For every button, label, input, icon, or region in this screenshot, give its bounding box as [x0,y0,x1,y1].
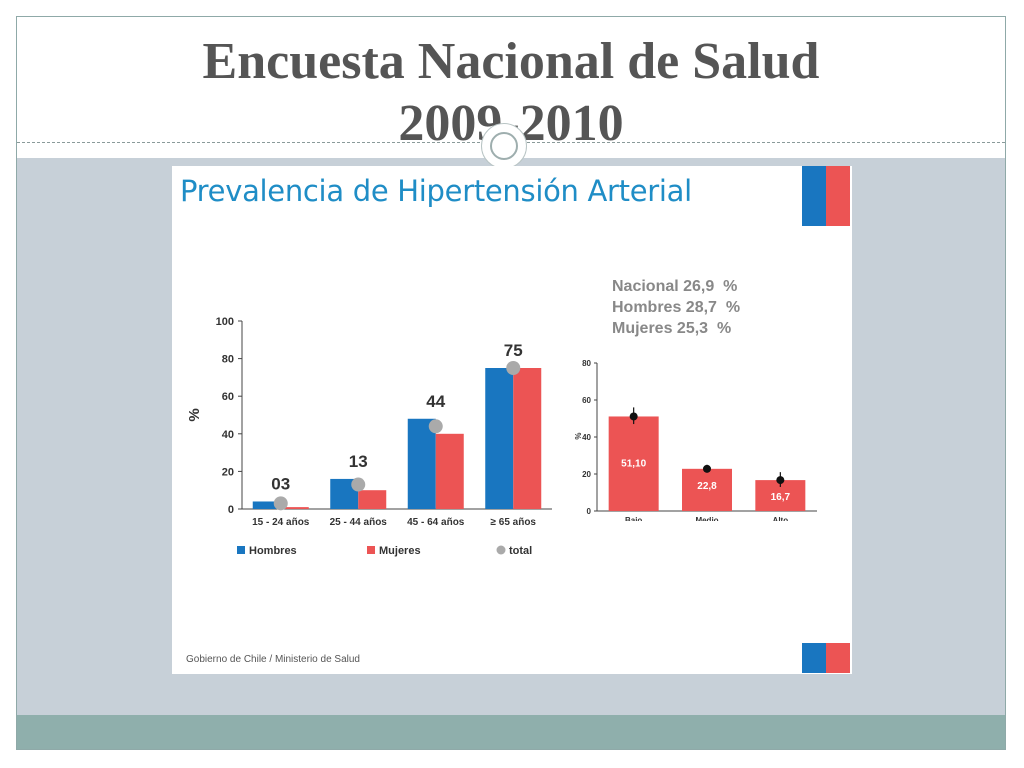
data-label: 13 [349,452,368,471]
data-label: 16,7 [771,492,791,503]
title-area: Encuesta Nacional de Salud 2009-2010 [17,17,1005,169]
level-bar-chart: 0 20 40 60 80% 51,10 Bajo 22,8 Medio 16,7 Alto [574,359,817,521]
point-total [351,477,366,492]
y-axis-label: % [574,432,583,439]
chart-panel: Prevalencia de Hipertensión Arterial Nac… [172,166,852,674]
point-estimate [703,464,711,473]
x-tick-label: Alto [773,516,789,521]
y-tick-label: 80 [582,359,591,368]
prevalence-summary: Nacional 26,9 % Hombres 28,7 % Mujeres 2… [612,276,740,339]
y-tick-label: 100 [216,316,234,328]
bar-mujeres [435,433,464,509]
stat-nacional: Nacional 26,9 % [612,278,738,295]
x-tick-label: ≥ 65 años [490,517,536,528]
chile-flag-icon [802,643,850,673]
y-tick-label: 0 [587,507,592,516]
data-label: 75 [504,341,523,360]
age-group-bar-chart: 0 20 40 60 80 100% 03 15 - 24 años 13 25 - 44 año… [186,316,552,557]
title-ornament-icon [481,123,527,169]
y-tick-label: 20 [222,466,234,478]
bar-hombres [485,368,514,509]
x-tick-label: 15 - 24 años [252,517,310,528]
legend-label: total [509,545,532,557]
panel-footer: Gobierno de Chile / Ministerio de Salud [186,654,360,665]
bar-level [682,468,732,511]
legend-label: Mujeres [379,545,421,557]
slide-title-line1: Encuesta Nacional de Salud [202,33,820,90]
bar-mujeres [358,490,387,509]
y-tick-label: 20 [582,470,591,479]
bar-hombres [407,418,436,509]
bottom-band [17,715,1005,749]
point-estimate [776,476,785,485]
y-tick-label: 60 [582,396,591,405]
bar-mujeres [280,507,309,509]
legend-swatch-mujeres [367,546,375,554]
x-tick-label: 45 - 64 años [407,517,465,528]
bar-level [608,416,659,511]
y-tick-label: 60 [222,391,234,403]
data-label: 22,8 [697,481,717,492]
panel-title: Prevalencia de Hipertensión Arterial [180,174,692,208]
data-label: 03 [271,474,290,493]
y-axis-label: % [186,408,203,421]
bar-mujeres [513,368,542,509]
data-label: 51,10 [621,458,646,469]
x-tick-label: Medio [695,516,718,521]
x-tick-label: Bajo [625,516,642,521]
x-tick-label: 25 - 44 años [330,517,388,528]
stat-mujeres: Mujeres 25,3 % [612,320,732,337]
y-tick-label: 40 [582,433,591,442]
y-tick-label: 80 [222,354,234,366]
legend-swatch-hombres [237,546,245,554]
legend-swatch-total [496,545,506,555]
point-total [506,361,521,375]
y-tick-label: 0 [228,504,234,516]
bar-hombres [252,501,281,509]
point-estimate [629,412,638,421]
chile-flag-icon [802,166,850,226]
stat-hombres: Hombres 28,7 % [612,299,741,316]
point-total [428,419,443,434]
point-total [273,496,288,511]
legend-label: Hombres [249,545,297,557]
y-tick-label: 40 [222,429,234,441]
data-label: 44 [426,392,445,411]
